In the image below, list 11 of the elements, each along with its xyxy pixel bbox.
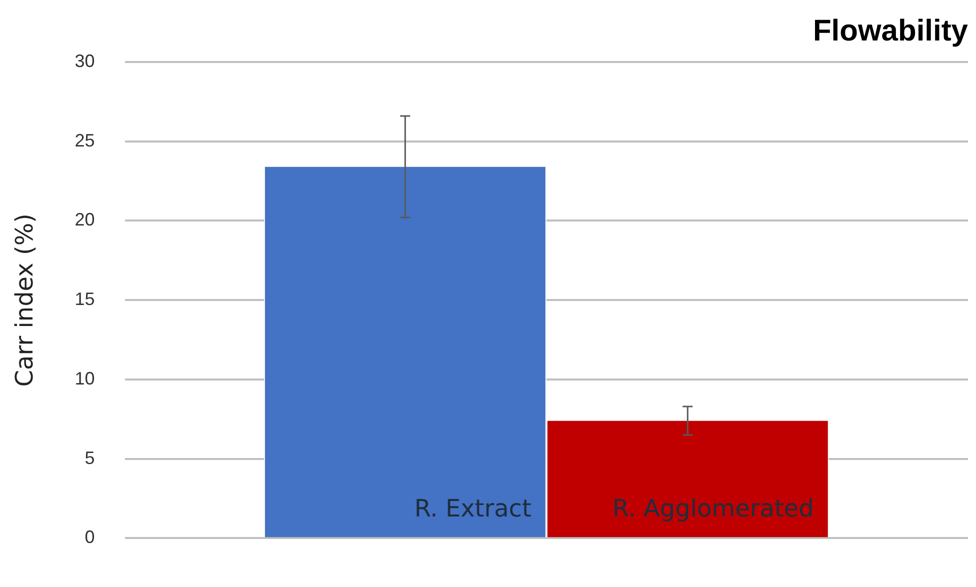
y-tick-label: 15 bbox=[74, 289, 95, 310]
y-tick-label: 5 bbox=[84, 448, 95, 468]
y-axis-title: Carr index (%) bbox=[10, 213, 39, 387]
y-tick-label: 25 bbox=[74, 130, 95, 150]
chart-title: Flowability bbox=[812, 14, 968, 48]
y-tick-label: 30 bbox=[74, 50, 95, 71]
series-label: R. Extract bbox=[414, 494, 532, 522]
series-label: R. Agglomerated bbox=[612, 494, 814, 522]
y-tick-label: 10 bbox=[74, 368, 95, 388]
y-tick-label: 20 bbox=[74, 210, 95, 230]
y-tick-label: 0 bbox=[84, 527, 95, 548]
